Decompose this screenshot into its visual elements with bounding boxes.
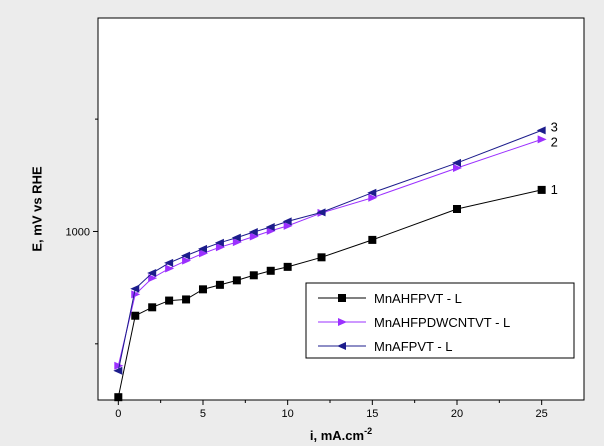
data-point (215, 280, 224, 289)
data-point (266, 226, 276, 235)
data-point (131, 311, 140, 320)
data-point (317, 253, 326, 262)
legend-entry: MnAHFPDWCNTVT - L (318, 315, 510, 330)
data-point (215, 243, 225, 252)
data-point (148, 274, 158, 283)
data-point (316, 208, 326, 217)
data-point (249, 232, 259, 241)
legend-marker (338, 318, 347, 326)
x-tick-label: 20 (451, 408, 463, 420)
data-point (114, 393, 123, 402)
data-point (165, 264, 175, 273)
legend-label: MnAFPVT - L (374, 339, 453, 354)
data-point (266, 266, 275, 275)
data-point (537, 185, 546, 194)
x-tick-label: 15 (366, 408, 378, 420)
x-tick-label: 10 (282, 408, 294, 420)
x-axis-title-main: i, mA.cm (310, 428, 364, 443)
legend-label: MnAHFPDWCNTVT - L (374, 315, 510, 330)
x-tick-label: 5 (200, 408, 206, 420)
data-point (283, 262, 292, 271)
data-point (197, 244, 207, 253)
x-tick-label: 25 (536, 408, 548, 420)
legend-marker (338, 294, 346, 302)
legend-marker (337, 342, 346, 350)
data-point (182, 256, 192, 265)
legend-entry: MnAHFPVT - L (318, 291, 462, 306)
data-point (232, 276, 241, 285)
legend-entry: MnAFPVT - L (318, 339, 453, 354)
x-axis-title-superscript: -2 (364, 426, 372, 436)
data-point (249, 271, 258, 280)
data-point (536, 126, 546, 135)
data-point (451, 158, 461, 167)
data-point (114, 361, 124, 370)
series-end-label: 2 (551, 134, 558, 149)
data-point (147, 269, 157, 278)
data-point (537, 135, 547, 144)
data-point (368, 235, 377, 244)
x-axis-title: i, mA.cm-2 (310, 426, 372, 443)
data-point (283, 221, 293, 230)
data-point (231, 233, 241, 242)
data-point (181, 251, 191, 260)
y-axis-title: E, mV vs RHE (29, 166, 44, 252)
data-point (368, 193, 378, 202)
data-point (198, 249, 208, 258)
data-point (182, 295, 191, 304)
data-point (130, 284, 140, 293)
data-point (452, 205, 461, 213)
data-point (282, 217, 292, 226)
y-tick-label: 1000 (66, 226, 90, 238)
series-2 (114, 135, 547, 370)
data-point (232, 238, 242, 247)
x-tick-label: 0 (115, 408, 121, 420)
data-point (265, 222, 275, 231)
data-point (113, 366, 123, 375)
series-1 (114, 185, 546, 402)
series-end-label: 1 (551, 182, 558, 197)
data-point (165, 296, 174, 305)
data-point (148, 303, 157, 312)
legend: MnAHFPVT - L MnAHFPDWCNTVT - L MnAFPVT - L (305, 282, 575, 359)
data-point (214, 238, 224, 247)
data-point (164, 258, 174, 267)
series-3 (113, 126, 546, 375)
data-point (198, 285, 207, 294)
data-point (367, 188, 377, 197)
legend-label: MnAHFPVT - L (374, 291, 462, 306)
series-end-label: 3 (551, 119, 558, 134)
data-point (248, 228, 258, 237)
data-point (452, 163, 462, 172)
